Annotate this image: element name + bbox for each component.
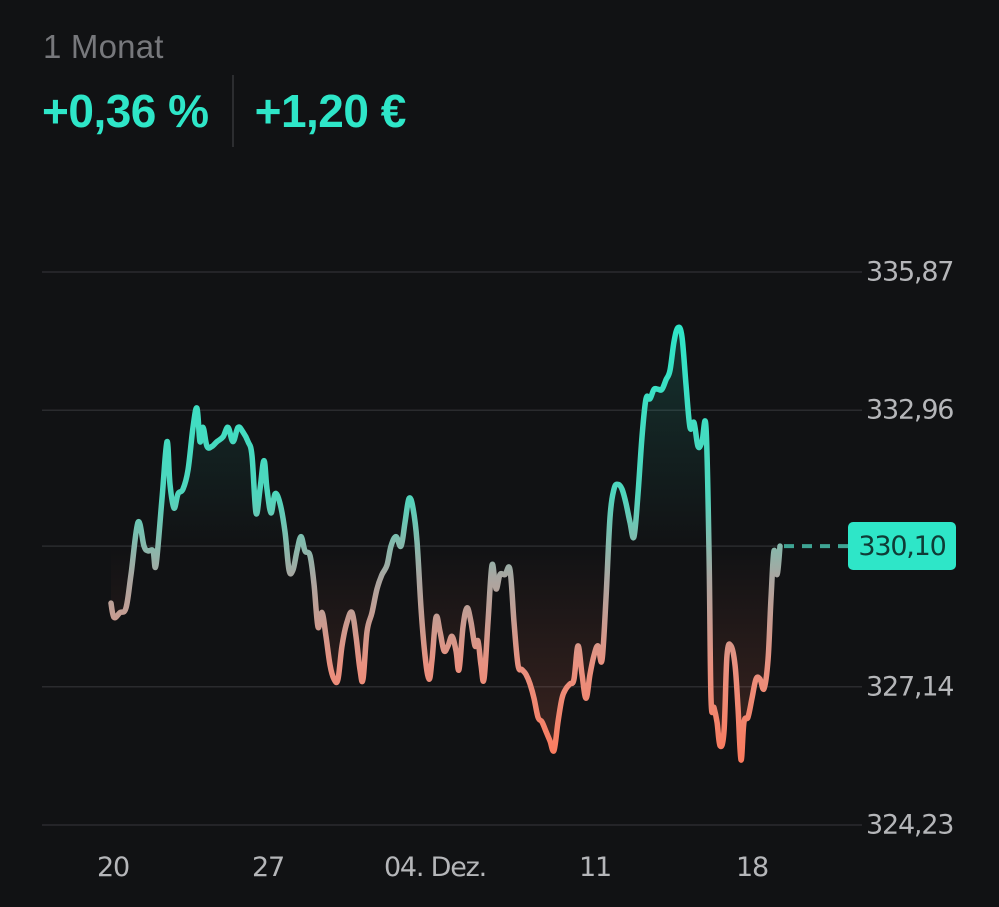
x-axis-tick-label: 20 (97, 852, 130, 883)
performance-summary: +0,36 % +1,20 € (42, 75, 407, 147)
y-axis-tick-label: 332,96 (866, 394, 954, 426)
price-line[interactable] (108, 324, 783, 763)
summary-divider (231, 75, 234, 147)
current-price-tag: 330,10 (848, 522, 956, 571)
area-fill-positive (111, 327, 780, 548)
x-axis-tick-label: 18 (736, 852, 769, 883)
x-axis-tick-label: 27 (252, 852, 285, 883)
area-fill-negative (111, 548, 780, 760)
period-label: 1 Monat (43, 28, 164, 65)
change-percent: +0,36 % (42, 85, 209, 137)
x-axis-tick-label: 04. Dez. (383, 852, 487, 883)
y-axis-tick-label: 335,87 (866, 256, 954, 288)
change-absolute: +1,20 € (254, 85, 407, 137)
x-axis-tick-label: 11 (579, 852, 612, 883)
y-axis-tick-label: 327,14 (866, 671, 954, 703)
y-axis-tick-label: 324,23 (866, 809, 954, 841)
